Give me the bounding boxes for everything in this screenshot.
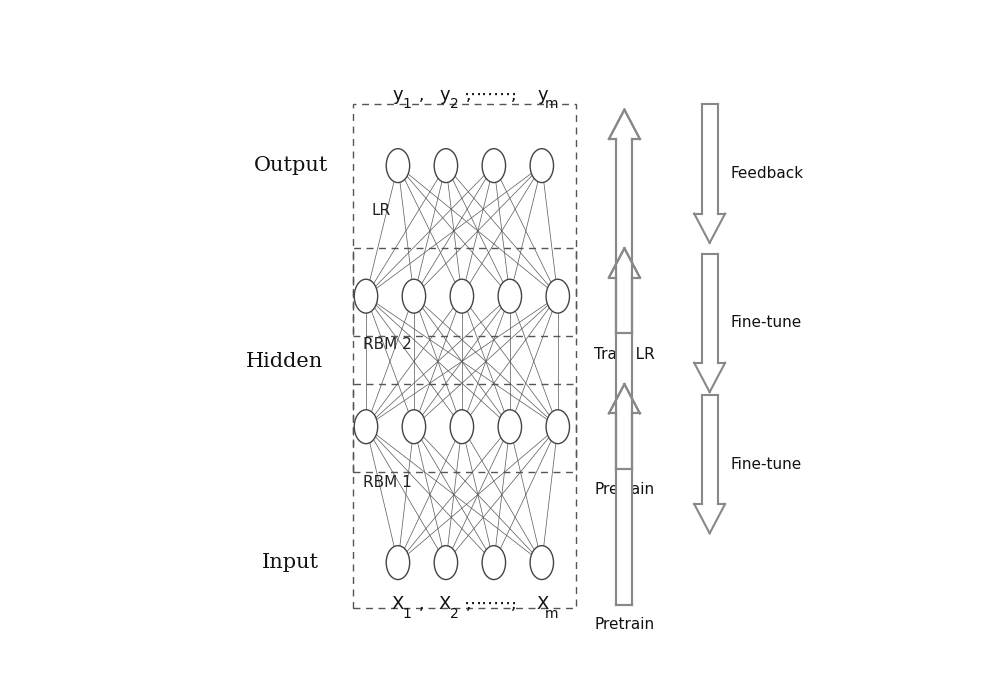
Ellipse shape — [434, 546, 458, 579]
Text: 1: 1 — [403, 98, 411, 111]
Text: Output: Output — [254, 156, 329, 175]
Ellipse shape — [498, 410, 522, 444]
Ellipse shape — [402, 280, 426, 313]
Polygon shape — [609, 248, 640, 469]
Text: Train LR: Train LR — [594, 347, 655, 362]
Ellipse shape — [450, 280, 474, 313]
Text: X: X — [391, 595, 404, 613]
Text: ,: , — [460, 595, 477, 613]
Text: RBM 1: RBM 1 — [363, 475, 412, 490]
Text: Input: Input — [262, 553, 319, 572]
Text: ,: , — [460, 86, 477, 104]
Text: X: X — [536, 595, 549, 613]
Text: 1: 1 — [403, 607, 411, 621]
Ellipse shape — [530, 546, 554, 579]
Ellipse shape — [354, 280, 378, 313]
Text: Pretrain: Pretrain — [594, 482, 654, 497]
Ellipse shape — [498, 280, 522, 313]
Text: ,: , — [505, 595, 523, 613]
Text: m: m — [545, 98, 559, 111]
Text: m: m — [545, 607, 559, 621]
Text: y: y — [392, 86, 403, 104]
Ellipse shape — [450, 410, 474, 444]
Ellipse shape — [434, 149, 458, 183]
Text: X: X — [439, 595, 451, 613]
Polygon shape — [609, 110, 640, 334]
Text: ,: , — [505, 86, 523, 104]
Ellipse shape — [482, 149, 506, 183]
Text: Fine-tune: Fine-tune — [731, 457, 802, 471]
Text: ,: , — [413, 86, 431, 104]
Text: Hidden: Hidden — [246, 352, 323, 371]
Ellipse shape — [530, 149, 554, 183]
Ellipse shape — [482, 546, 506, 579]
Bar — [353, 248, 576, 472]
Polygon shape — [694, 253, 725, 392]
Polygon shape — [609, 384, 640, 606]
Ellipse shape — [354, 410, 378, 444]
Text: 2: 2 — [450, 607, 459, 621]
Polygon shape — [694, 394, 725, 534]
Text: 2: 2 — [450, 98, 459, 111]
Ellipse shape — [546, 410, 570, 444]
Text: y: y — [537, 86, 548, 104]
Text: Fine-tune: Fine-tune — [731, 316, 802, 330]
Ellipse shape — [546, 280, 570, 313]
Text: RBM 2: RBM 2 — [363, 336, 412, 352]
Text: y: y — [440, 86, 450, 104]
Text: ⋯⋯⋯: ⋯⋯⋯ — [464, 86, 518, 104]
Text: ,: , — [413, 595, 431, 613]
Text: Pretrain: Pretrain — [594, 617, 654, 632]
Text: ⋯⋯⋯: ⋯⋯⋯ — [464, 595, 518, 613]
Ellipse shape — [386, 546, 410, 579]
Text: Feedback: Feedback — [731, 166, 804, 181]
Bar — [353, 384, 576, 608]
Polygon shape — [694, 104, 725, 243]
Ellipse shape — [386, 149, 410, 183]
Text: LR: LR — [371, 203, 390, 219]
Ellipse shape — [402, 410, 426, 444]
Bar — [353, 104, 576, 336]
